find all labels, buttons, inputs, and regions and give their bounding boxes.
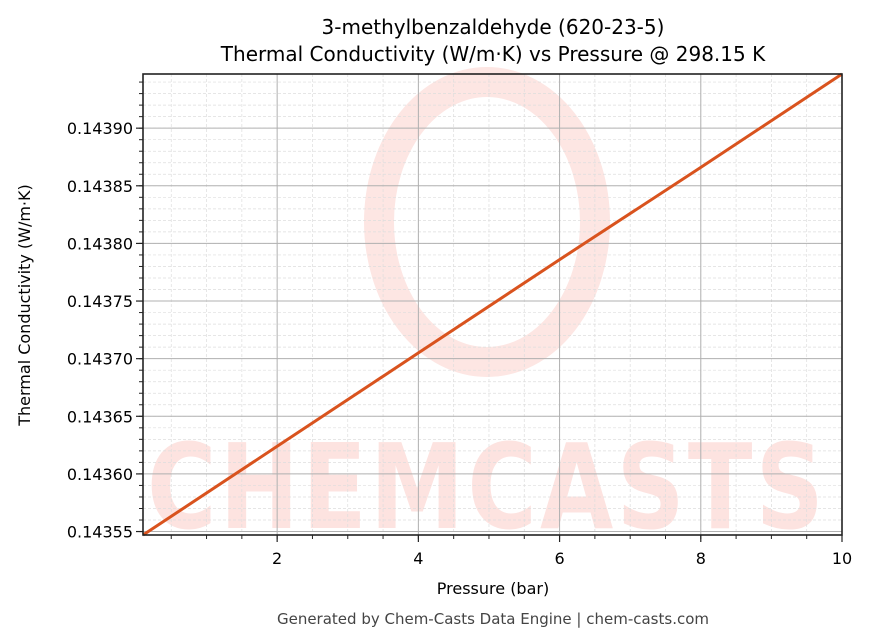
chart-subtitle: Thermal Conductivity (W/m·K) vs Pressure… [220,42,766,66]
x-axis: 2 4 6 8 10 [170,535,852,568]
watermark: CHEMCASTS [147,67,827,556]
x-tick-label: 6 [554,549,564,568]
y-tick-label: 0.14390 [67,119,133,138]
y-tick-label: 0.14365 [67,407,133,426]
y-tick-label: 0.14355 [67,523,133,542]
watermark-text: CHEMCASTS [147,418,827,556]
y-axis-label: Thermal Conductivity (W/m·K) [15,184,34,427]
x-tick-label: 2 [272,549,282,568]
y-tick-label: 0.14375 [67,292,133,311]
x-tick-label: 10 [832,549,852,568]
series-line [142,72,843,537]
chart-title: 3-methylbenzaldehyde (620-23-5) [322,15,665,39]
y-axis: 0.14355 0.14360 0.14365 0.14370 0.14375 0.143… [67,81,143,542]
footer-credit: Generated by Chem-Casts Data Engine | ch… [277,610,709,628]
plot-area: CHEMCASTS [142,67,843,556]
x-tick-label: 8 [696,549,706,568]
major-grid [143,74,843,535]
plot-frame [142,73,843,536]
x-axis-label: Pressure (bar) [437,579,549,598]
y-tick-label: 0.14360 [67,465,133,484]
y-tick-label: 0.14370 [67,350,133,369]
y-tick-label: 0.14385 [67,177,133,196]
y-tick-label: 0.14380 [67,234,133,253]
x-tick-label: 4 [413,549,423,568]
